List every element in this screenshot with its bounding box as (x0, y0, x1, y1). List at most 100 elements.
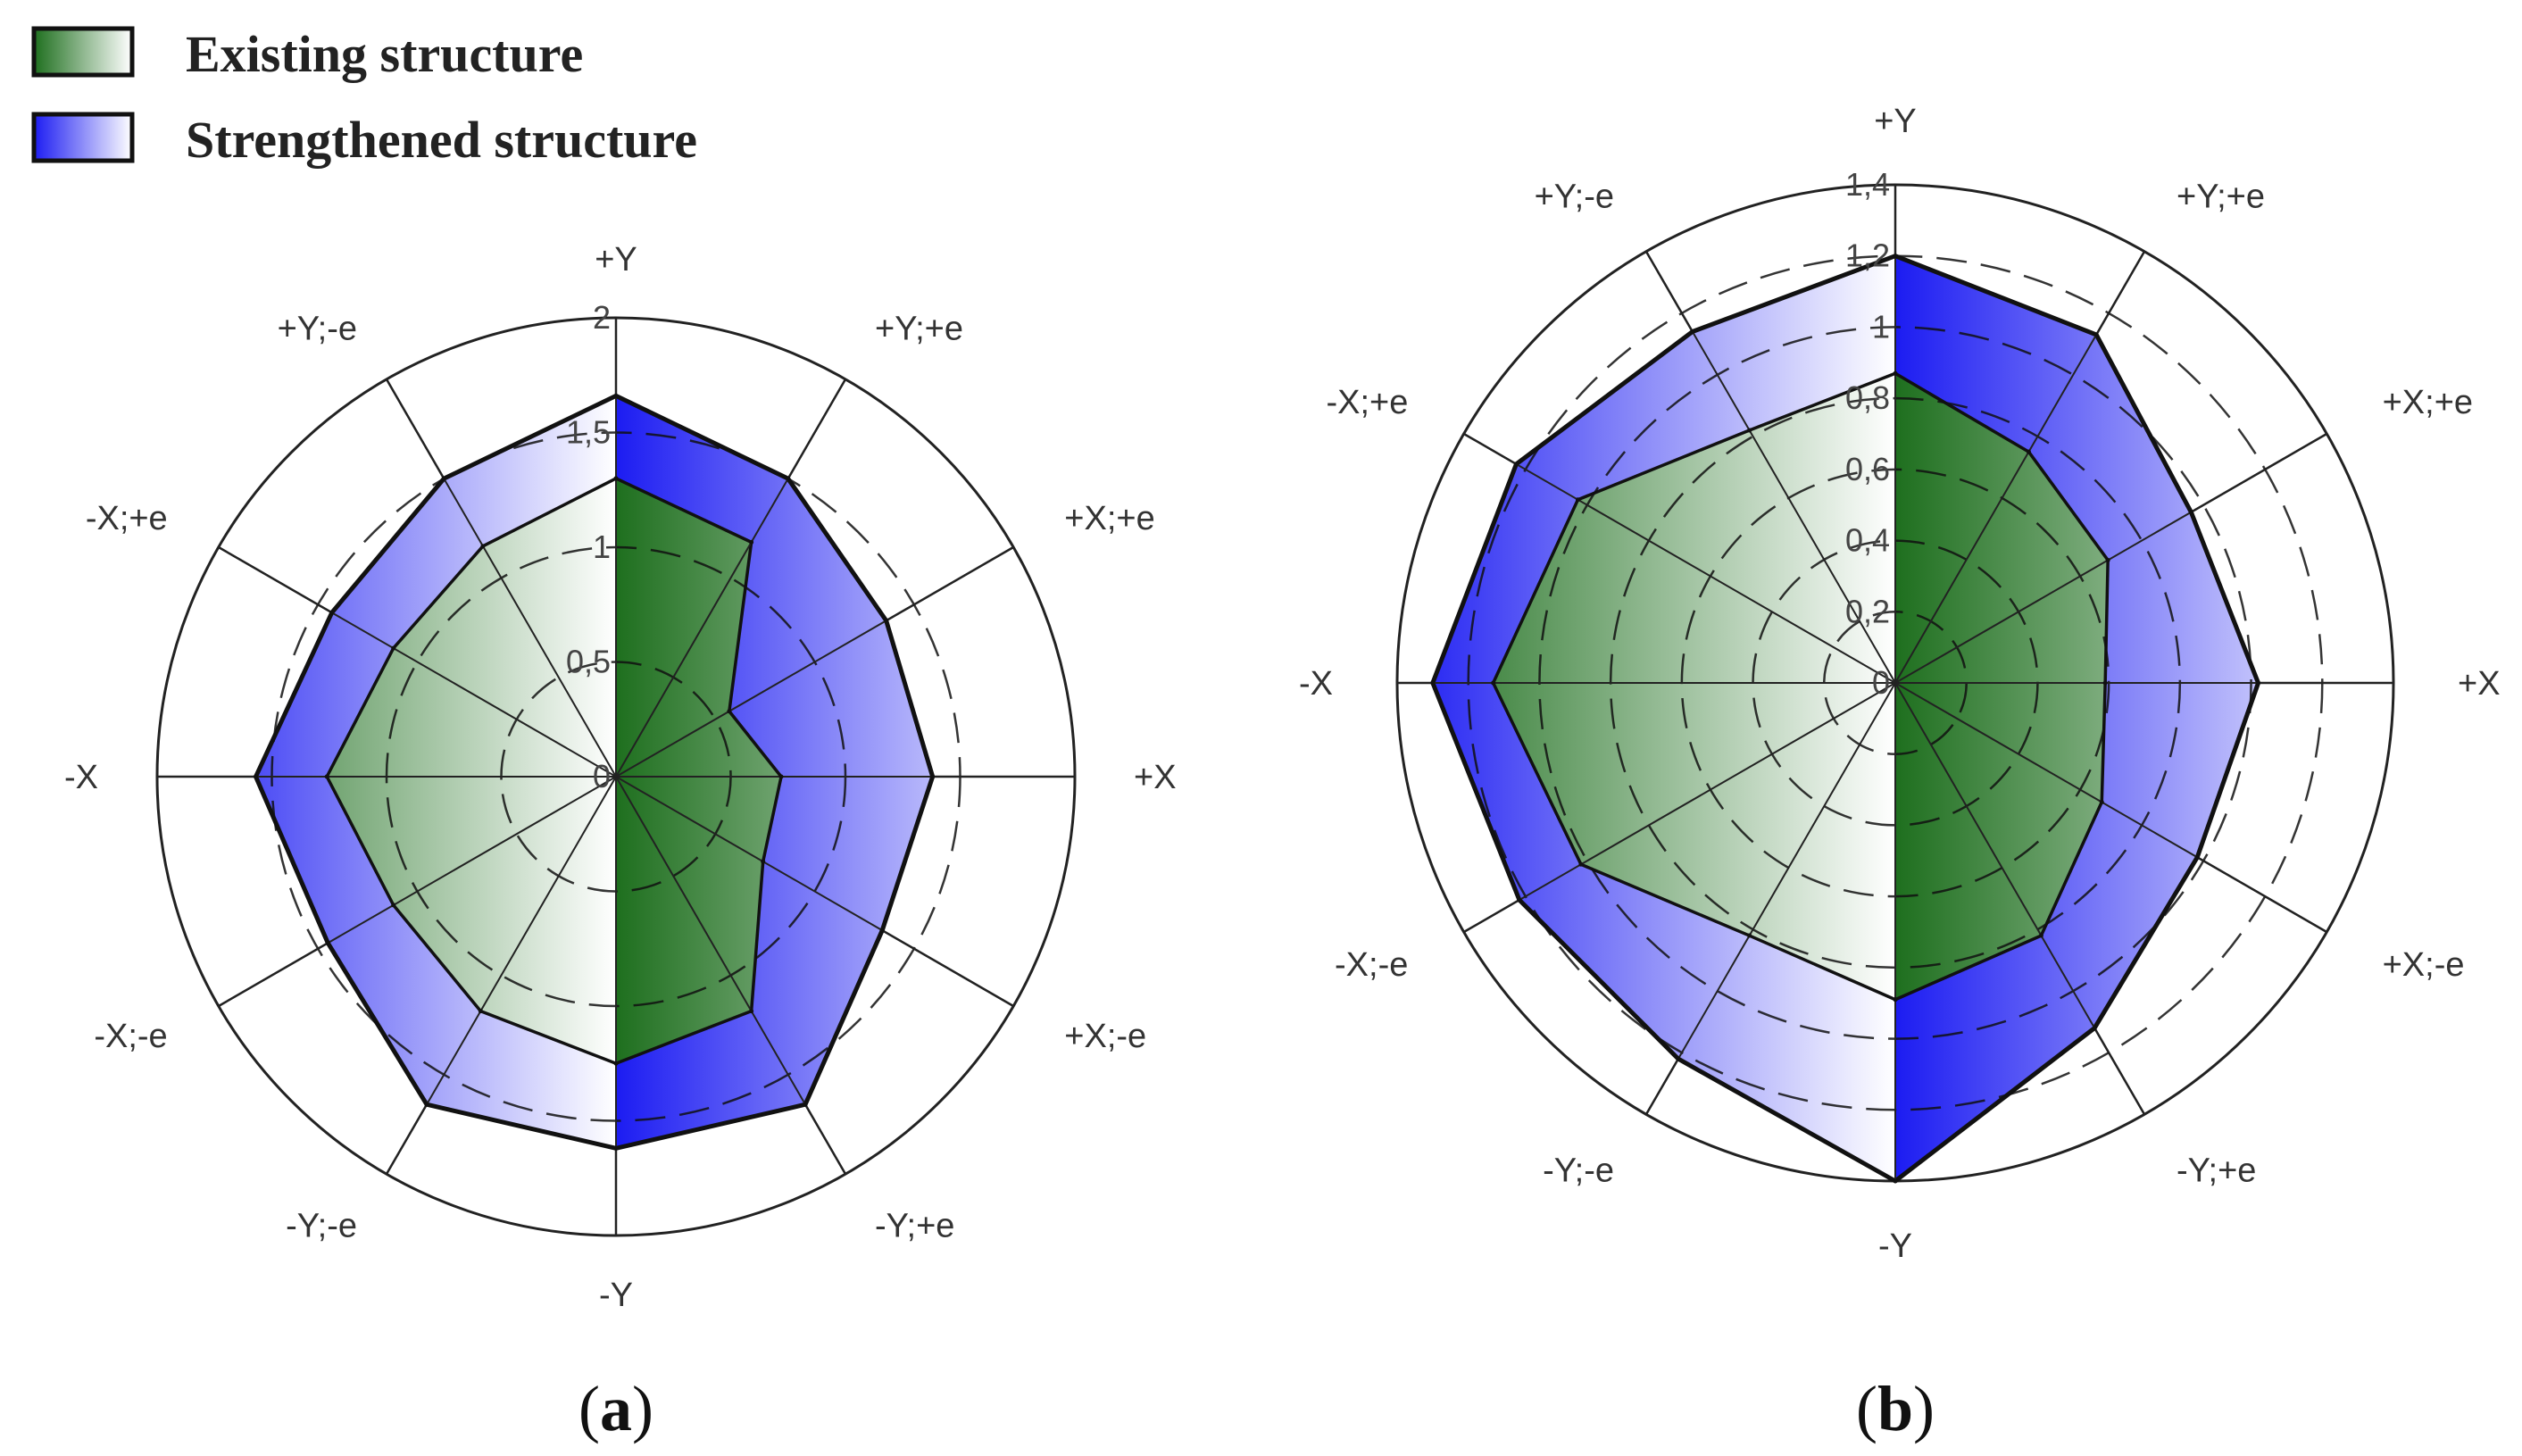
data-point-strengthened-px (2256, 680, 2261, 686)
direction-label-mx: -X (1299, 665, 1333, 703)
data-point-existing-my-me (1747, 933, 1752, 938)
data-point-existing-my (1893, 997, 1898, 1003)
direction-label-py-me: +Y;-e (278, 311, 357, 348)
data-point-existing-px-pe (727, 709, 732, 714)
data-point-existing-px (2102, 680, 2108, 686)
data-point-strengthened-py-pe (2093, 332, 2099, 337)
direction-label-px-pe: +X;+e (2383, 384, 2473, 421)
direction-label-py: +Y (595, 241, 637, 279)
tick-label: 0,4 (1845, 522, 1890, 559)
axis-spoke-overlay (218, 776, 617, 1007)
axis-spoke-overlay (615, 546, 1014, 778)
data-point-strengthened-my-pe (803, 1102, 808, 1107)
direction-label-mx-me: -X;-e (94, 1018, 167, 1055)
tick-label: 0 (593, 758, 611, 795)
direction-label-py-pe: +Y;+e (2177, 178, 2265, 215)
data-point-strengthened-px (930, 774, 936, 779)
data-point-strengthened-mx-me (325, 940, 330, 945)
data-point-strengthened-py-me (441, 476, 446, 481)
direction-label-px: +X (1134, 759, 1177, 796)
data-point-existing-mx-me (1578, 861, 1584, 867)
data-point-strengthened-my-pe (2092, 1026, 2097, 1031)
data-point-existing-py-pe (2026, 449, 2031, 454)
data-point-existing-py (613, 476, 619, 481)
direction-label-mx-me: -X;-e (1335, 946, 1408, 984)
radar-chart-b: 0 0,2 0,4 0,6 0,8 1 1,2 1,4 +Y +Y;+e +X;+e +X +X;-e -… (1299, 103, 2501, 1265)
data-point-strengthened-my-me (1676, 1056, 1681, 1061)
data-point-existing-py-me (480, 544, 486, 549)
direction-label-mx-pe: -X;+e (1327, 384, 1409, 421)
data-point-existing-my-pe (749, 1009, 754, 1014)
data-point-strengthened-mx-pe (1513, 462, 1519, 467)
axis-spoke-overlay (615, 776, 846, 1175)
data-point-existing-px-pe (2105, 557, 2110, 562)
tick-label: 2 (593, 299, 611, 336)
tick-label: 0,6 (1845, 451, 1890, 487)
data-point-strengthened-mx-pe (329, 610, 335, 615)
data-point-existing-mx (1491, 680, 1496, 686)
data-point-existing-py-me (1747, 428, 1752, 433)
panel-label-b: (b) (1856, 1373, 1935, 1444)
data-point-existing-mx-me (391, 903, 396, 908)
data-point-existing-my-me (478, 1009, 483, 1014)
data-point-strengthened-py (613, 393, 619, 398)
radar-chart-a: 0 0,5 1 1,5 2 +Y +Y;+e +X;+e +X +X;-e -Y;+e -Y -Y;-e… (64, 241, 1177, 1314)
direction-label-py-me: +Y;-e (1535, 178, 1614, 215)
axis-spoke-overlay (386, 379, 617, 778)
tick-label: 1 (1872, 308, 1890, 345)
axis-spoke-overlay (1645, 682, 1896, 1115)
data-point-existing-py-pe (749, 539, 754, 545)
data-point-strengthened-px-me (2194, 854, 2200, 860)
axis-spoke-overlay (218, 546, 617, 778)
panel-label-a: (a) (578, 1373, 653, 1444)
axis-spoke-overlay (615, 776, 1014, 1007)
legend: Existing structure Strengthened structur… (31, 25, 697, 169)
data-point-strengthened-py (1893, 254, 1898, 259)
legend-swatch-strengthened (31, 112, 135, 163)
data-point-existing-px (778, 774, 784, 779)
direction-label-px-me: +X;-e (1064, 1018, 1146, 1055)
direction-label-py-pe: +Y;+e (875, 311, 963, 348)
legend-item-existing: Existing structure (31, 25, 583, 83)
data-point-strengthened-px-me (879, 928, 885, 933)
data-point-strengthened-px-pe (884, 618, 889, 623)
direction-label-my-me: -Y;-e (1543, 1152, 1614, 1190)
data-point-strengthened-py-me (1690, 329, 1695, 335)
data-point-existing-py (1893, 370, 1898, 376)
direction-label-my-pe: -Y;+e (2177, 1152, 2256, 1190)
axis-spoke-overlay (1894, 433, 2327, 684)
data-point-existing-mx-pe (1575, 497, 1580, 503)
axis-spoke-overlay (1463, 433, 1896, 684)
tick-label: 0,5 (566, 644, 611, 680)
tick-label: 1,4 (1845, 166, 1890, 203)
data-point-existing-mx-pe (391, 645, 396, 651)
direction-label-my-pe: -Y;+e (875, 1207, 954, 1244)
direction-label-my-me: -Y;-e (286, 1207, 357, 1244)
direction-label-my: -Y (599, 1277, 633, 1314)
axis-spoke-overlay (1894, 251, 2145, 684)
axis-spoke-overlay (1645, 251, 1896, 684)
direction-label-mx-pe: -X;+e (86, 500, 168, 537)
data-point-existing-px-me (761, 859, 766, 864)
direction-label-px: +X (2458, 665, 2501, 703)
data-point-strengthened-px-pe (2188, 510, 2193, 515)
axis-spoke-overlay (1894, 682, 2145, 1115)
data-point-strengthened-mx (1430, 680, 1436, 686)
series-area-existing-left (327, 478, 616, 1064)
direction-label-my: -Y (1878, 1227, 1912, 1265)
tick-label: 0 (1872, 664, 1890, 701)
legend-swatch-existing (31, 26, 135, 78)
data-point-existing-px-me (2099, 800, 2104, 805)
legend-item-strengthened: Strengthened structure (31, 111, 697, 169)
axis-spoke-overlay (1894, 682, 2327, 933)
data-point-existing-my-pe (2038, 933, 2043, 938)
direction-label-px-me: +X;-e (2383, 946, 2465, 984)
axis-spoke-overlay (615, 379, 846, 778)
legend-label-strengthened: Strengthened structure (186, 111, 697, 169)
tick-label: 0,8 (1845, 379, 1890, 416)
data-point-strengthened-my (1893, 1178, 1898, 1184)
data-point-strengthened-mx (254, 774, 259, 779)
data-point-strengthened-mx-me (1517, 897, 1522, 903)
legend-label-existing: Existing structure (186, 25, 583, 83)
